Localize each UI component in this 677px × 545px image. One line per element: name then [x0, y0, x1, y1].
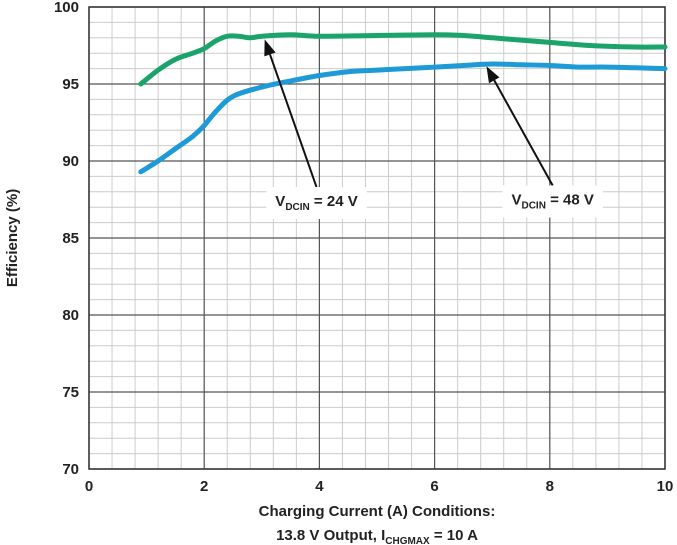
- y-tick-label: 75: [62, 384, 79, 401]
- callout-label-suffix: = 24 V: [310, 193, 358, 210]
- x-axis-subtitle-prefix: 13.8 V Output, I: [276, 527, 385, 544]
- x-axis-title: Charging Current (A) Conditions:: [259, 503, 496, 520]
- series-line-2: [138, 61, 668, 175]
- callout-label-suffix: = 48 V: [546, 192, 594, 209]
- y-tick-labels: 70 75 80 85 90 95 100: [54, 0, 79, 478]
- x-tick-label: 8: [546, 478, 554, 495]
- callout-label: VDCIN = 48 V: [511, 192, 593, 212]
- callout-label-prefix: V: [275, 193, 285, 210]
- callout-2: VDCIN = 48 V: [502, 185, 603, 218]
- plot-border: [88, 6, 666, 470]
- callout-box: [266, 187, 367, 220]
- callout-arrow-head: [486, 66, 500, 84]
- y-tick-label: 80: [62, 307, 79, 324]
- y-tick-label: 95: [62, 76, 79, 93]
- x-tick-label: 6: [430, 478, 438, 495]
- x-tick-label: 10: [657, 478, 674, 495]
- y-axis-title: Efficiency (%): [4, 189, 21, 287]
- callout-label: VDCIN = 24 V: [275, 193, 357, 213]
- y-tick-label: 90: [62, 153, 79, 170]
- y-tick-label: 100: [54, 0, 79, 16]
- callout-label-sub: DCIN: [285, 202, 309, 213]
- callout-arrow-head: [264, 39, 276, 57]
- series-lines: [138, 32, 668, 175]
- x-tick-label: 4: [315, 478, 324, 495]
- y-tick-label: 85: [62, 230, 79, 247]
- callout-arrows: [264, 39, 554, 188]
- x-axis-subtitle-sub: CHGMAX: [385, 536, 430, 545]
- callout-arrow-shaft: [269, 54, 318, 188]
- series-line-1: [138, 32, 668, 87]
- x-axis-subtitle-suffix: = 10 A: [430, 527, 478, 544]
- x-tick-label: 2: [200, 478, 208, 495]
- y-tick-label: 70: [62, 461, 79, 478]
- x-tick-label: 0: [85, 478, 93, 495]
- callout-1: VDCIN = 24 V: [266, 187, 367, 220]
- x-axis-subtitle: 13.8 V Output, ICHGMAX = 10 A: [276, 527, 478, 545]
- callout-label-sub: DCIN: [521, 201, 545, 212]
- callout-arrow-shaft: [493, 79, 554, 186]
- x-tick-labels: 0 2 4 6 8 10: [85, 478, 674, 495]
- callout-box: [502, 185, 603, 218]
- grid: [88, 6, 666, 470]
- callouts: VDCIN = 24 V VDCIN = 48 V: [266, 185, 603, 220]
- callout-label-prefix: V: [511, 192, 521, 209]
